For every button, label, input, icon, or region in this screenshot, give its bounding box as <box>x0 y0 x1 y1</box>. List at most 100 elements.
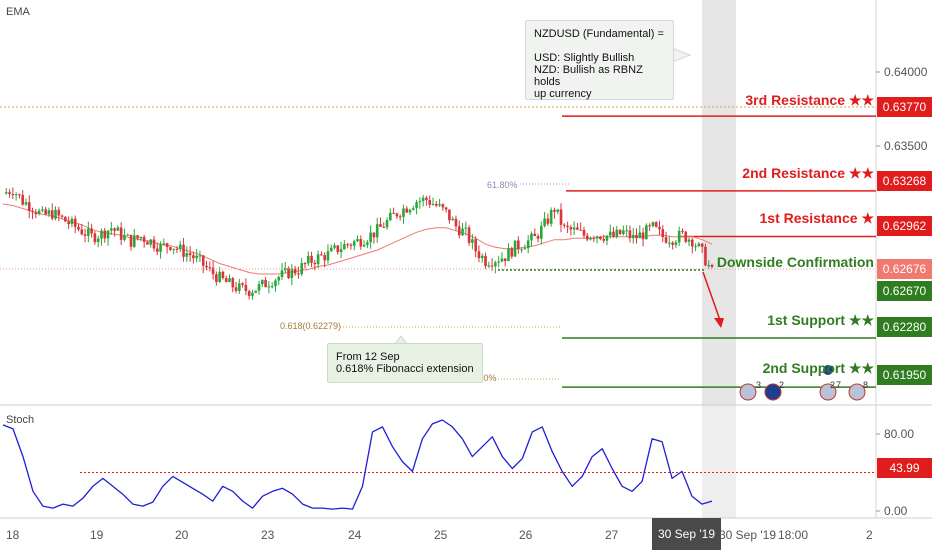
candle-body <box>323 255 326 261</box>
candle-body <box>681 230 684 232</box>
candle-body <box>175 248 179 250</box>
candle-body <box>93 233 97 243</box>
candle-body <box>359 239 363 247</box>
candle-body <box>372 232 376 238</box>
candle-body <box>165 243 169 248</box>
candle-body <box>366 242 369 245</box>
candle-body <box>513 240 517 257</box>
candle-body <box>668 242 671 244</box>
date-tick: 25 <box>434 528 448 542</box>
candle-body <box>192 255 195 259</box>
date-tick: 19 <box>90 528 104 542</box>
candle-body <box>467 227 471 243</box>
candle-body <box>126 234 130 236</box>
candle-body <box>559 209 563 225</box>
candle-body <box>375 224 379 238</box>
callout-line: From 12 Sep <box>336 351 400 363</box>
candle-body <box>628 230 632 239</box>
fib-retracement-label: 61.80% <box>487 180 518 190</box>
candle-body <box>201 255 205 266</box>
callout-line: up currency <box>534 88 592 100</box>
forecast-arrow-line <box>702 271 722 324</box>
candle-body <box>553 209 556 212</box>
us-flag-icon-2[interactable] <box>819 383 837 401</box>
candle-body <box>343 244 346 250</box>
candle-body <box>64 216 67 222</box>
candle-body <box>146 241 149 245</box>
candle-body <box>408 209 412 213</box>
candle-body <box>635 234 638 239</box>
ema-indicator-label: EMA <box>6 6 30 18</box>
candle-body <box>178 244 182 249</box>
stoch-level-tag: 43.99 <box>877 458 932 478</box>
candle-body <box>80 229 84 235</box>
candle-body <box>398 216 402 218</box>
candle-body <box>674 242 678 245</box>
candle-body <box>461 228 464 236</box>
candle-body <box>707 264 711 266</box>
callout-line: NZDUSD (Fundamental) = <box>534 28 664 40</box>
candle-body <box>533 233 537 237</box>
candle-body <box>188 253 192 256</box>
candle-body <box>172 248 175 250</box>
candle-body <box>316 254 320 265</box>
date-tick: 20 <box>175 528 189 542</box>
candle-body <box>205 265 208 268</box>
candle-body <box>412 208 415 210</box>
candle-body <box>208 267 212 269</box>
us-flag-icon-3[interactable] <box>848 383 866 401</box>
candle-body <box>224 278 228 283</box>
candle-body <box>57 209 61 216</box>
candle-body <box>500 258 504 262</box>
candle-body <box>274 280 277 287</box>
candle-body <box>149 239 153 245</box>
candle-body <box>520 249 523 251</box>
us-flag-icon[interactable] <box>739 383 757 401</box>
candle-body <box>320 254 323 256</box>
price-tag-current: 0.62670 <box>877 281 932 301</box>
stoch-indicator-label: Stoch <box>6 414 35 426</box>
candle-body <box>162 243 166 245</box>
candle-body <box>73 218 77 227</box>
event-count-badge: 8 <box>863 380 869 390</box>
candle-body <box>261 280 264 285</box>
candle-body <box>379 224 382 227</box>
callout-line <box>534 40 665 52</box>
candle-body <box>694 246 697 248</box>
date-tick: 26 <box>519 528 533 542</box>
date-tick: 18 <box>6 528 20 542</box>
candle-body <box>83 234 87 236</box>
candle-body <box>677 230 681 243</box>
candle-body <box>700 243 704 247</box>
date-tick: 2 <box>866 528 873 542</box>
event-count-badge: 2 <box>830 380 836 390</box>
level-name-2nd-support: 2nd Support ★★ <box>762 360 874 376</box>
candle-body <box>41 209 44 211</box>
candle-body <box>185 253 189 257</box>
candle-body <box>549 209 553 224</box>
candle-body <box>123 235 126 240</box>
candle-body <box>592 237 596 239</box>
candle-body <box>392 212 395 214</box>
candle-body <box>139 236 143 239</box>
level-name-2nd-resistance: 2nd Resistance ★★ <box>742 165 874 181</box>
price-axis-tick: 0.64000 <box>884 65 928 79</box>
candle-body <box>608 231 612 236</box>
candle-body <box>421 197 425 202</box>
candle-body <box>44 209 47 215</box>
level-name-downside-confirmation: Downside Confirmation <box>716 254 874 270</box>
candle-body <box>530 233 533 241</box>
candle-body <box>503 258 507 262</box>
nz-flag-icon[interactable] <box>764 383 782 401</box>
candle-body <box>605 235 609 241</box>
date-tick: 27 <box>605 528 619 542</box>
candle-body <box>654 222 658 227</box>
candle-body <box>405 208 409 213</box>
candle-body <box>438 204 441 206</box>
candle-body <box>517 240 520 250</box>
candle-body <box>228 278 231 283</box>
nz-flag-small-icon[interactable] <box>823 365 833 375</box>
candle-body <box>494 262 497 267</box>
candle-body <box>14 194 18 196</box>
candle-body <box>457 226 461 236</box>
